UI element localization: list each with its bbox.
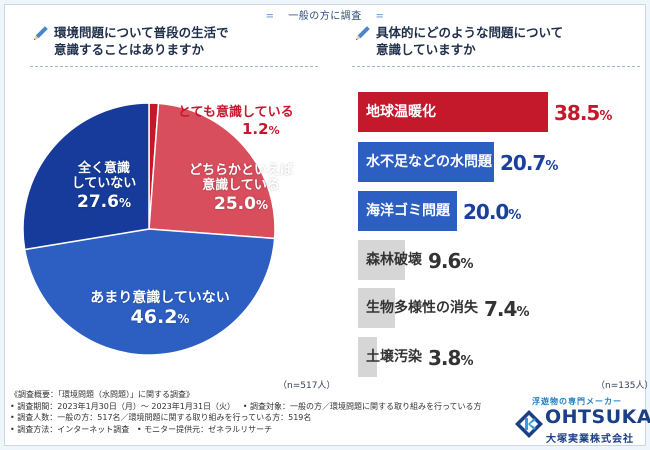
bar-n-label: （n=135人） (596, 381, 650, 391)
logo-mark-icon (515, 410, 543, 438)
bar-value: 7.4% (484, 297, 530, 321)
slice-unit: % (268, 124, 280, 137)
pie-chart (22, 102, 276, 356)
slice-value-somewhat: 25.0 (214, 193, 256, 214)
bar-value: 38.5% (554, 101, 613, 125)
bar (358, 240, 405, 280)
deco-right: = (375, 11, 385, 22)
left-question-line1: 環境問題について普段の生活で (54, 25, 229, 40)
pie-callout-very-conscious: とても意識している 1.2% (178, 104, 294, 139)
logo-name: OHTSUKA (545, 406, 650, 428)
pie-label-not-much: あまり意識していない 46.2% (60, 290, 260, 329)
company-logo: 浮遊物の専門メーカー OHTSUKA 大塚実業株式会社 (512, 396, 650, 446)
logo-tagline: 浮遊物の専門メーカー (532, 397, 622, 406)
bar-label: 海洋ゴミ問題 (366, 191, 452, 231)
notes-count: • 調査人数：一般の方：517名／環境問題に関する取り組みを行っている方：519… (10, 413, 312, 422)
notes-line: • 調査方法：インターネット調査 • モニター提供元：ゼネラルリサーチ (10, 424, 482, 436)
left-question-rule (30, 66, 318, 67)
notes-title: 《調査概要：「環境問題（水問題）」に関する調査》 (10, 390, 194, 399)
bar-value: 20.7% (500, 151, 559, 175)
survey-notes: 《調査概要：「環境問題（水問題）」に関する調査》 • 調査期間：2023年1月3… (10, 389, 482, 435)
slice-value-not-at-all: 27.6 (77, 191, 119, 212)
notes-method: • 調査方法：インターネット調査 (10, 424, 130, 434)
slice-value-very-conscious: 1.2 (242, 120, 269, 138)
pencil-icon (355, 26, 370, 41)
survey-tag-label: 一般の方に調査 (288, 11, 362, 22)
bar-label: 森林破壊 (366, 252, 422, 268)
notes-provider: • モニター提供元：ゼネラルリサーチ (136, 424, 273, 434)
notes-line: • 調査期間：2023年1月30日（月）～ 2023年1月31日（火） • 調査… (10, 401, 482, 413)
slice-label-somewhat-line2: 意識している (202, 177, 280, 193)
pie-label-not-at-all: 全く意識 していない 27.6% (54, 161, 154, 212)
slice-label-somewhat-line1: どちらかといえば (188, 163, 293, 178)
pie-label-somewhat: どちらかといえば 意識している 25.0% (176, 163, 306, 214)
right-question-rule (352, 66, 640, 67)
pie-slice-1 (148, 102, 276, 240)
notes-target: • 調査対象：一般の方／環境問題に関する取り組みを行っている方 (242, 401, 482, 411)
bar (358, 337, 377, 377)
bar-label: 生物多様性の消失 (366, 300, 478, 316)
bar-label: 土壌汚染 (366, 349, 422, 365)
pie-n-label: （n=517人） (278, 381, 336, 391)
left-question-text: 環境問題について普段の生活で 意識することはありますか (54, 24, 324, 58)
slice-label-not-at-all-line2: していない (71, 175, 137, 191)
right-question-text: 具体的にどのような問題について 意識していますか (376, 24, 646, 58)
notes-period: • 調査期間：2023年1月30日（月）～ 2023年1月31日（火） (10, 401, 236, 411)
left-question-line2: 意識することはありますか (54, 42, 205, 57)
pencil-icon (33, 26, 48, 41)
pie-slice-3 (22, 102, 150, 251)
logo-company: 大塚実業株式会社 (546, 434, 634, 445)
survey-tag: = 一般の方に調査 = (0, 7, 650, 22)
bar-value: 3.8% (428, 346, 474, 370)
right-question-line2: 意識していますか (376, 42, 476, 57)
bar-value: 20.0% (463, 200, 522, 224)
slice-value-not-much: 46.2 (130, 306, 178, 329)
pie-slice-2 (23, 228, 276, 356)
bar (358, 288, 395, 328)
right-question-line1: 具体的にどのような問題について (376, 25, 564, 40)
deco-left: = (265, 11, 275, 22)
slice-label-very-conscious: とても意識している (178, 105, 294, 120)
bar-label: 地球温暖化 (366, 92, 438, 132)
bar-label: 水不足などの水問題 (366, 142, 494, 182)
slice-label-not-at-all-line1: 全く意識 (77, 161, 130, 176)
bar-value: 9.6% (428, 249, 474, 273)
slice-label-not-much: あまり意識していない (90, 290, 230, 306)
